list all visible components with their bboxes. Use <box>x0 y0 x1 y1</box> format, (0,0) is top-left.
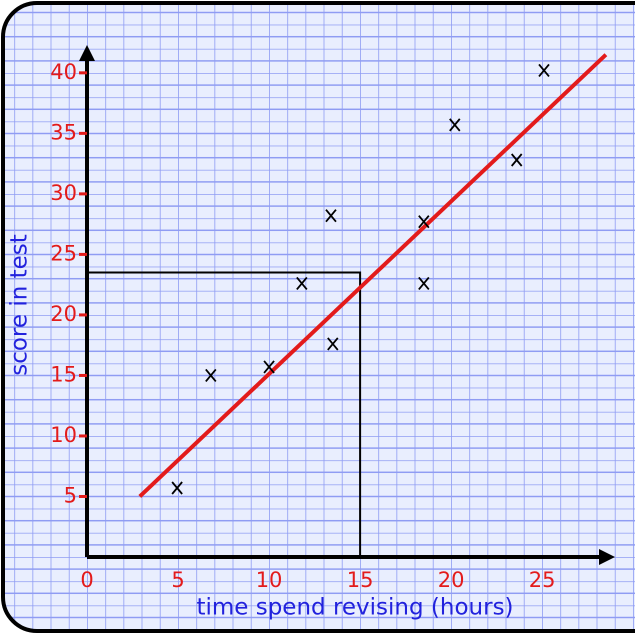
x-tick-label: 25 <box>529 568 556 592</box>
point <box>418 215 430 229</box>
point <box>171 481 183 495</box>
x-tick-label: 0 <box>80 568 93 592</box>
y-tick-label: 30 <box>50 181 77 205</box>
point <box>510 153 523 167</box>
point <box>205 368 217 383</box>
y-tick-label: 25 <box>50 241 77 265</box>
x-tick-label: 20 <box>438 568 465 592</box>
x-axis-arrow <box>599 549 615 565</box>
x-tick-label: 10 <box>256 568 283 592</box>
point <box>538 63 550 77</box>
point <box>263 360 275 374</box>
plot: 0 5 10 15 20 25 5 10 15 20 25 30 35 40 time spend revi… <box>7 45 615 621</box>
point <box>296 276 308 291</box>
point <box>327 337 339 351</box>
y-tick-label: 10 <box>50 423 77 447</box>
point <box>449 118 461 132</box>
y-axis-label: score in test <box>7 234 33 376</box>
reading-line <box>87 271 362 557</box>
y-tick-label: 15 <box>50 362 77 386</box>
x-axis-label: time spend revising (hours) <box>196 595 513 621</box>
y-tick-label: 35 <box>50 120 77 144</box>
trend-line <box>138 53 608 498</box>
x-tick-label: 5 <box>171 568 184 592</box>
point <box>418 276 430 291</box>
x-tick-label: 15 <box>347 568 374 592</box>
point <box>325 209 337 223</box>
y-tick-label: 40 <box>50 60 77 84</box>
y-tick-label: 5 <box>64 483 77 507</box>
y-tick-label: 20 <box>50 302 77 326</box>
y-axis-arrow <box>79 45 95 61</box>
